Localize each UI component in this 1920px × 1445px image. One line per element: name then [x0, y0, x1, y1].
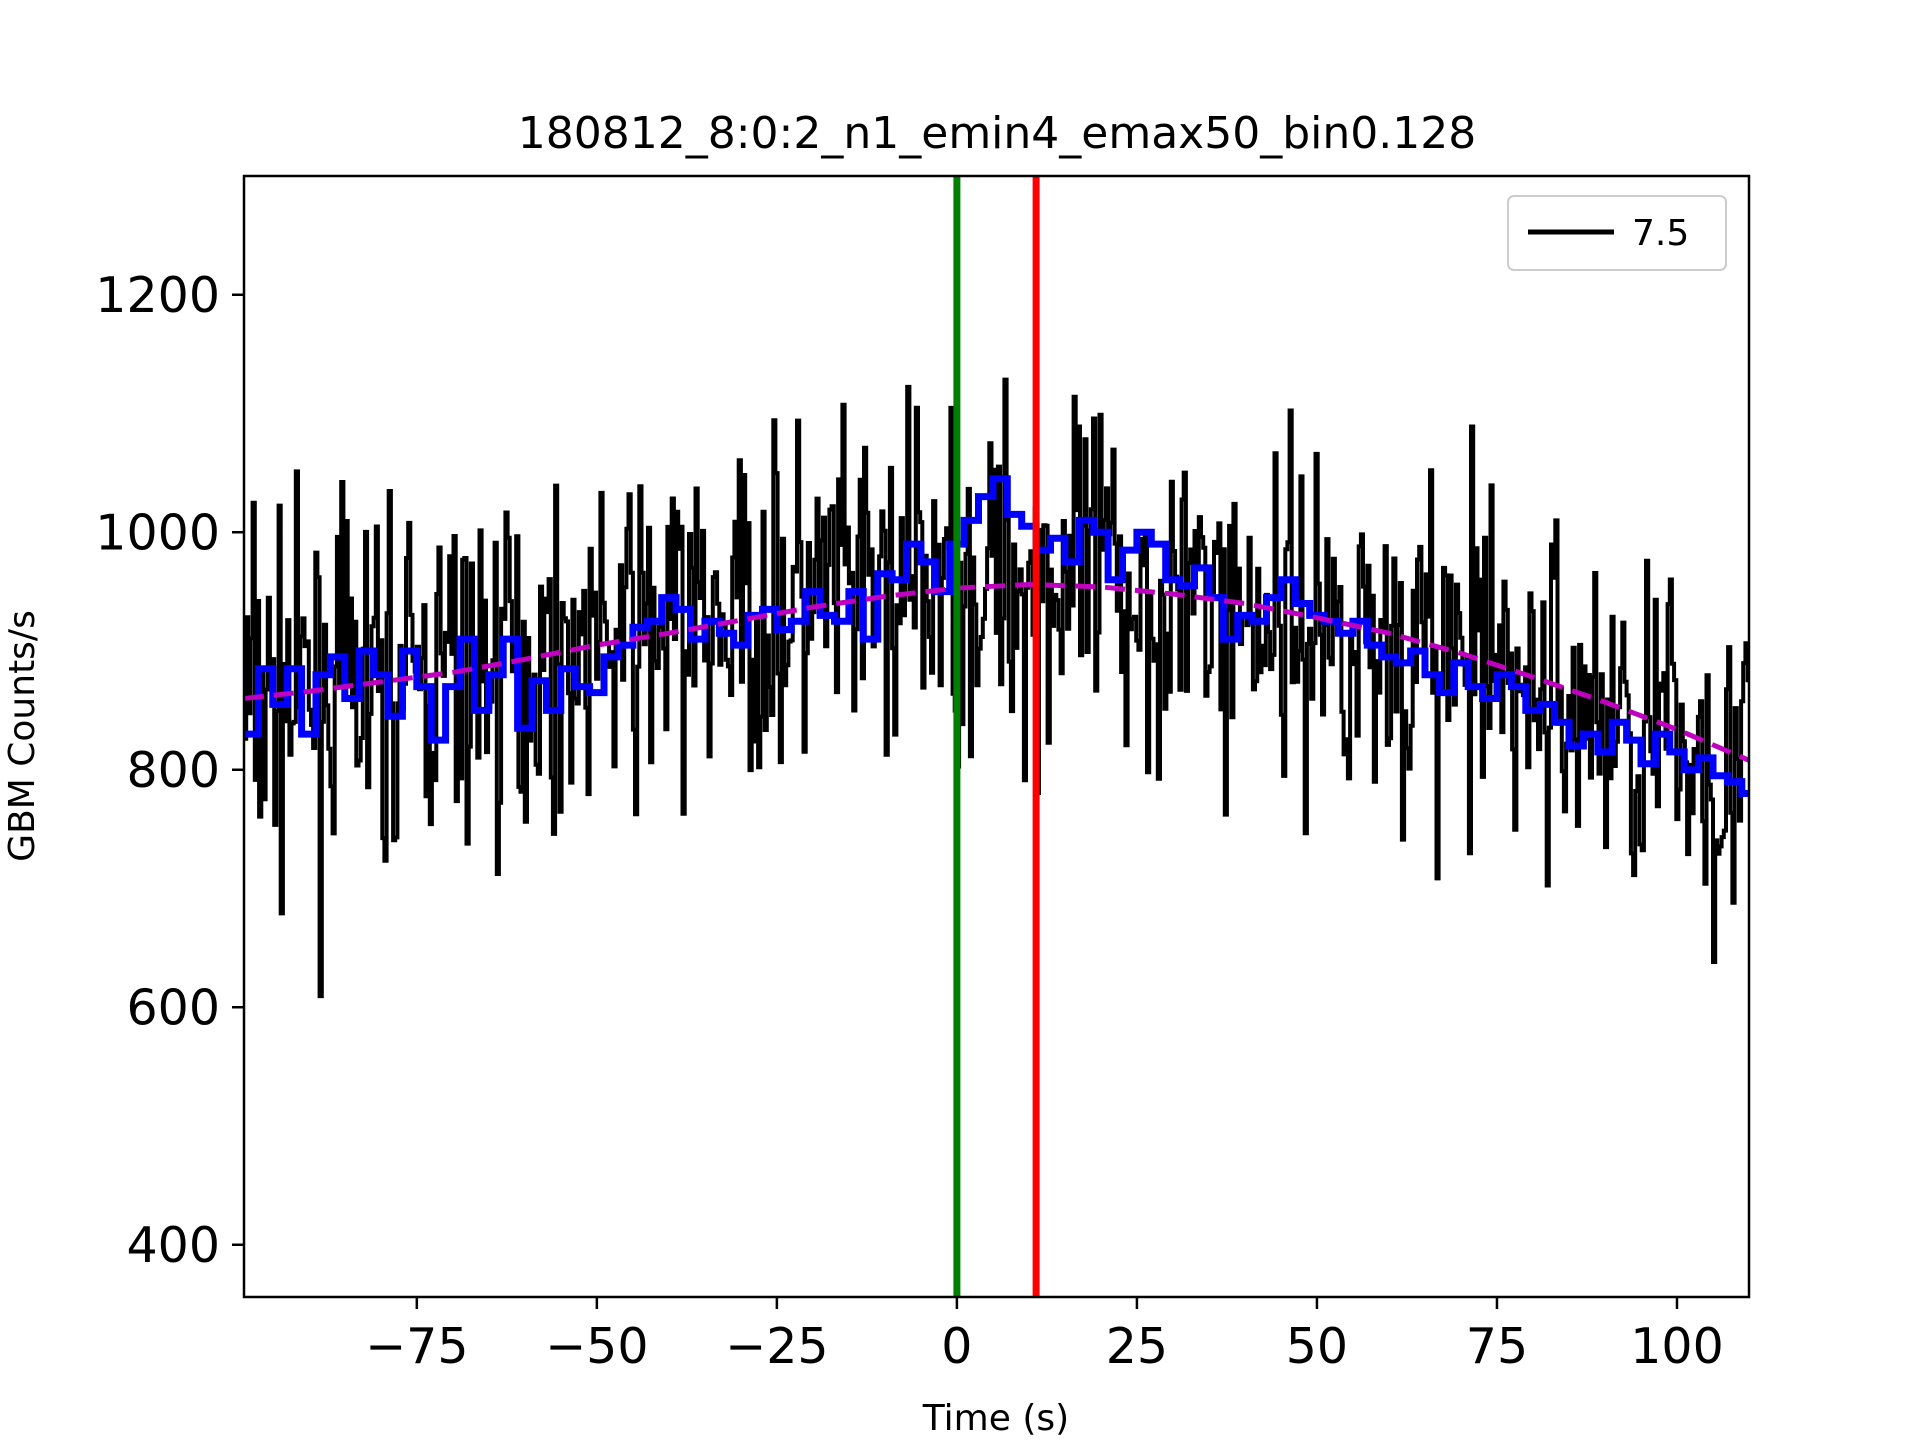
legend-label: 7.5 — [1632, 213, 1689, 254]
y-axis: 400 600 800 1000 1200 — [95, 267, 244, 1274]
x-axis: −75 −50 −25 0 25 50 75 100 — [365, 1297, 1724, 1375]
x-tick-label: −25 — [725, 1318, 828, 1375]
y-tick-label: 600 — [126, 979, 220, 1036]
legend-box — [1507, 195, 1727, 271]
chart-title: 180812_8:0:2_n1_emin4_emax50_bin0.128 — [518, 108, 1476, 159]
x-tick-label: 0 — [941, 1318, 972, 1375]
y-tick-label: 1200 — [95, 267, 220, 324]
series-smoothed-line — [244, 475, 1749, 797]
y-tick-label: 1000 — [95, 504, 220, 561]
x-tick-label: −50 — [545, 1318, 648, 1375]
x-tick-label: 50 — [1286, 1318, 1348, 1375]
plot-area — [242, 174, 1751, 1299]
series-background-line — [244, 581, 1749, 763]
legend: 7.5 — [1507, 195, 1727, 271]
y-tick-label: 400 — [126, 1217, 220, 1274]
y-tick-label: 800 — [126, 742, 220, 799]
x-tick-label: 100 — [1630, 1318, 1724, 1375]
plot-frame — [242, 174, 1751, 1299]
data-layer — [244, 176, 1749, 1297]
x-tick-label: −75 — [365, 1318, 468, 1375]
x-tick-label: 25 — [1106, 1318, 1168, 1375]
x-tick-label: 75 — [1466, 1318, 1528, 1375]
x-axis-label: Time (s) — [922, 1398, 1069, 1439]
y-axis-label: GBM Counts/s — [2, 610, 43, 862]
